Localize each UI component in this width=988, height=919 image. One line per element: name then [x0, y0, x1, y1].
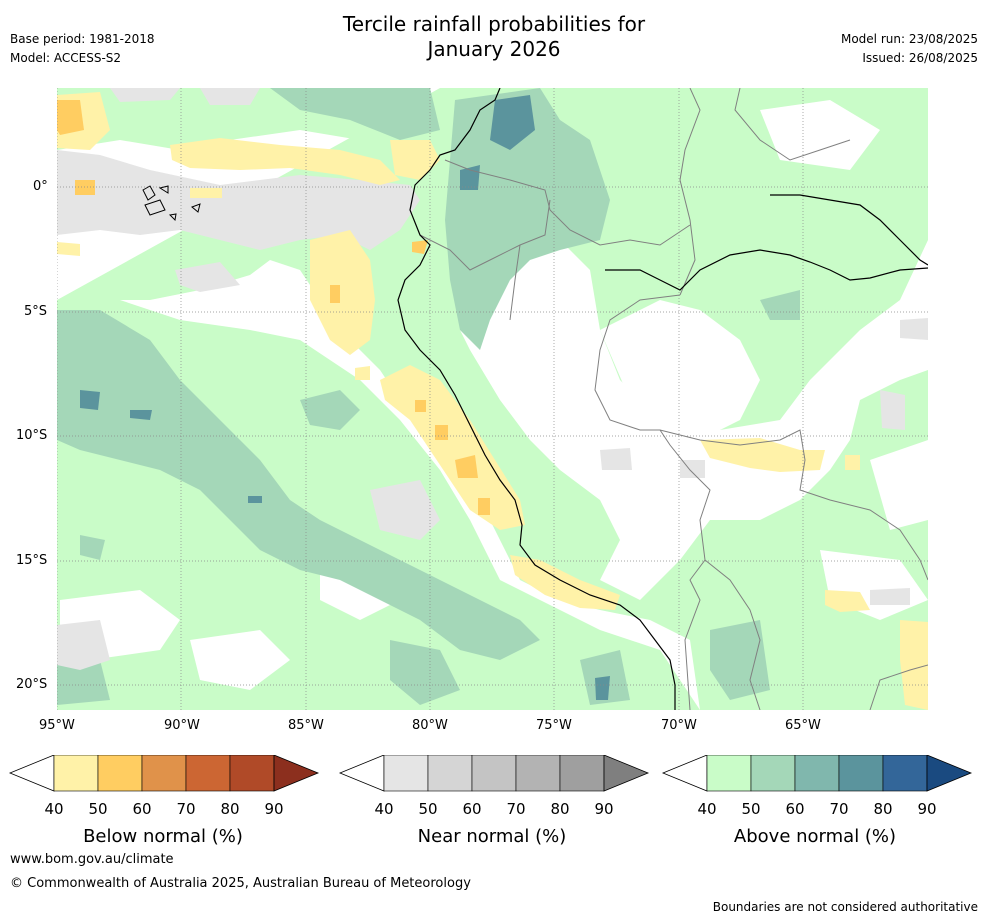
- lon-label-65w: 65°W: [785, 718, 821, 733]
- colorbar-near-over-triangle: [603, 755, 650, 792]
- colorbar-below-segment: [141, 755, 187, 792]
- colorbar-below-normal: [8, 755, 320, 792]
- colorbar-below-segment: [185, 755, 231, 792]
- colorbar-near-segment: [515, 755, 561, 792]
- near-normal-region: [57, 88, 928, 670]
- colorbar-below-segment: [53, 755, 99, 792]
- above-normal-50-60-region: [57, 88, 800, 705]
- colorbar-below-tick: 80: [220, 800, 240, 818]
- colorbar-above-segment: [706, 755, 752, 792]
- colorbar-above-tick: 70: [829, 800, 849, 818]
- colorbar-near-tick: 60: [462, 800, 482, 818]
- map-plot-area: [57, 88, 928, 710]
- galapagos-islands: [142, 185, 201, 222]
- colorbar-near-label: Near normal (%): [417, 826, 567, 847]
- lon-label-85w: 85°W: [288, 718, 324, 733]
- model-name: Model: ACCESS-S2: [10, 51, 122, 65]
- lat-label-5s: 5°S: [24, 304, 48, 319]
- colorbar-near-segment: [383, 755, 429, 792]
- colorbar-below-tick: 50: [88, 800, 108, 818]
- lon-label-95w: 95°W: [39, 718, 75, 733]
- colorbar-above-segment: [750, 755, 796, 792]
- colorbar-below-tick: 90: [264, 800, 284, 818]
- base-period: Base period: 1981-2018: [10, 32, 155, 46]
- colorbar-near-segment: [471, 755, 517, 792]
- colorbar-above-tick: 60: [785, 800, 805, 818]
- coastline: [397, 88, 928, 710]
- graticule: [57, 88, 928, 710]
- colorbar-below-tick: 70: [176, 800, 196, 818]
- colorbar-below-segment: [97, 755, 143, 792]
- colorbar-above-label: Above normal (%): [733, 826, 897, 847]
- lat-label-15s: 15°S: [16, 553, 48, 568]
- colorbar-near-tick: 80: [550, 800, 570, 818]
- colorbar-below-label: Below normal (%): [83, 826, 243, 847]
- colorbar-below-tick: 60: [132, 800, 152, 818]
- colorbar-near-segment: [559, 755, 605, 792]
- lon-label-90w: 90°W: [164, 718, 200, 733]
- colorbar-above-under-triangle: [661, 755, 708, 792]
- colorbar-near-tick: 90: [594, 800, 614, 818]
- colorbar-above-tick: 80: [873, 800, 893, 818]
- colorbar-above-tick: 40: [697, 800, 717, 818]
- country-borders: [419, 88, 928, 710]
- colorbar-below-over-triangle: [273, 755, 320, 792]
- colorbar-above-normal: [661, 755, 973, 792]
- lon-label-75w: 75°W: [536, 718, 572, 733]
- colorbar-near-normal: [338, 755, 650, 792]
- colorbar-below-segment: [229, 755, 275, 792]
- colorbar-above-segment: [882, 755, 928, 792]
- colorbar-near-tick: 40: [374, 800, 394, 818]
- colorbar-above-segment: [838, 755, 884, 792]
- issued-date: Issued: 26/08/2025: [862, 51, 978, 65]
- lon-label-80w: 80°W: [412, 718, 448, 733]
- colorbar-above-tick: 90: [917, 800, 937, 818]
- model-run: Model run: 23/08/2025: [840, 32, 978, 46]
- lat-label-10s: 10°S: [16, 428, 48, 443]
- title-line-2: January 2026: [427, 37, 561, 61]
- lat-label-20s: 20°S: [16, 677, 48, 692]
- page-title: Tercile rainfall probabilities for Janua…: [0, 12, 988, 62]
- disclaimer-text: Boundaries are not considered authoritat…: [712, 900, 978, 914]
- copyright-text: © Commonwealth of Australia 2025, Austra…: [10, 876, 471, 891]
- website-text: www.bom.gov.au/climate: [10, 852, 174, 867]
- colorbar-near-segment: [427, 755, 473, 792]
- colorbar-below-tick: 40: [44, 800, 64, 818]
- colorbar-above-tick: 50: [741, 800, 761, 818]
- colorbar-above-over-triangle: [926, 755, 973, 792]
- title-line-1: Tercile rainfall probabilities for: [342, 12, 646, 36]
- colorbar-near-under-triangle: [338, 755, 385, 792]
- lon-label-70w: 70°W: [661, 718, 697, 733]
- colorbar-below-under-triangle: [8, 755, 55, 792]
- below-normal-50-60-region: [57, 100, 490, 515]
- colorbar-above-segment: [794, 755, 840, 792]
- colorbar-near-tick: 70: [506, 800, 526, 818]
- lat-label-0: 0°: [33, 179, 48, 194]
- colorbar-near-tick: 50: [418, 800, 438, 818]
- colorbars: [8, 755, 973, 792]
